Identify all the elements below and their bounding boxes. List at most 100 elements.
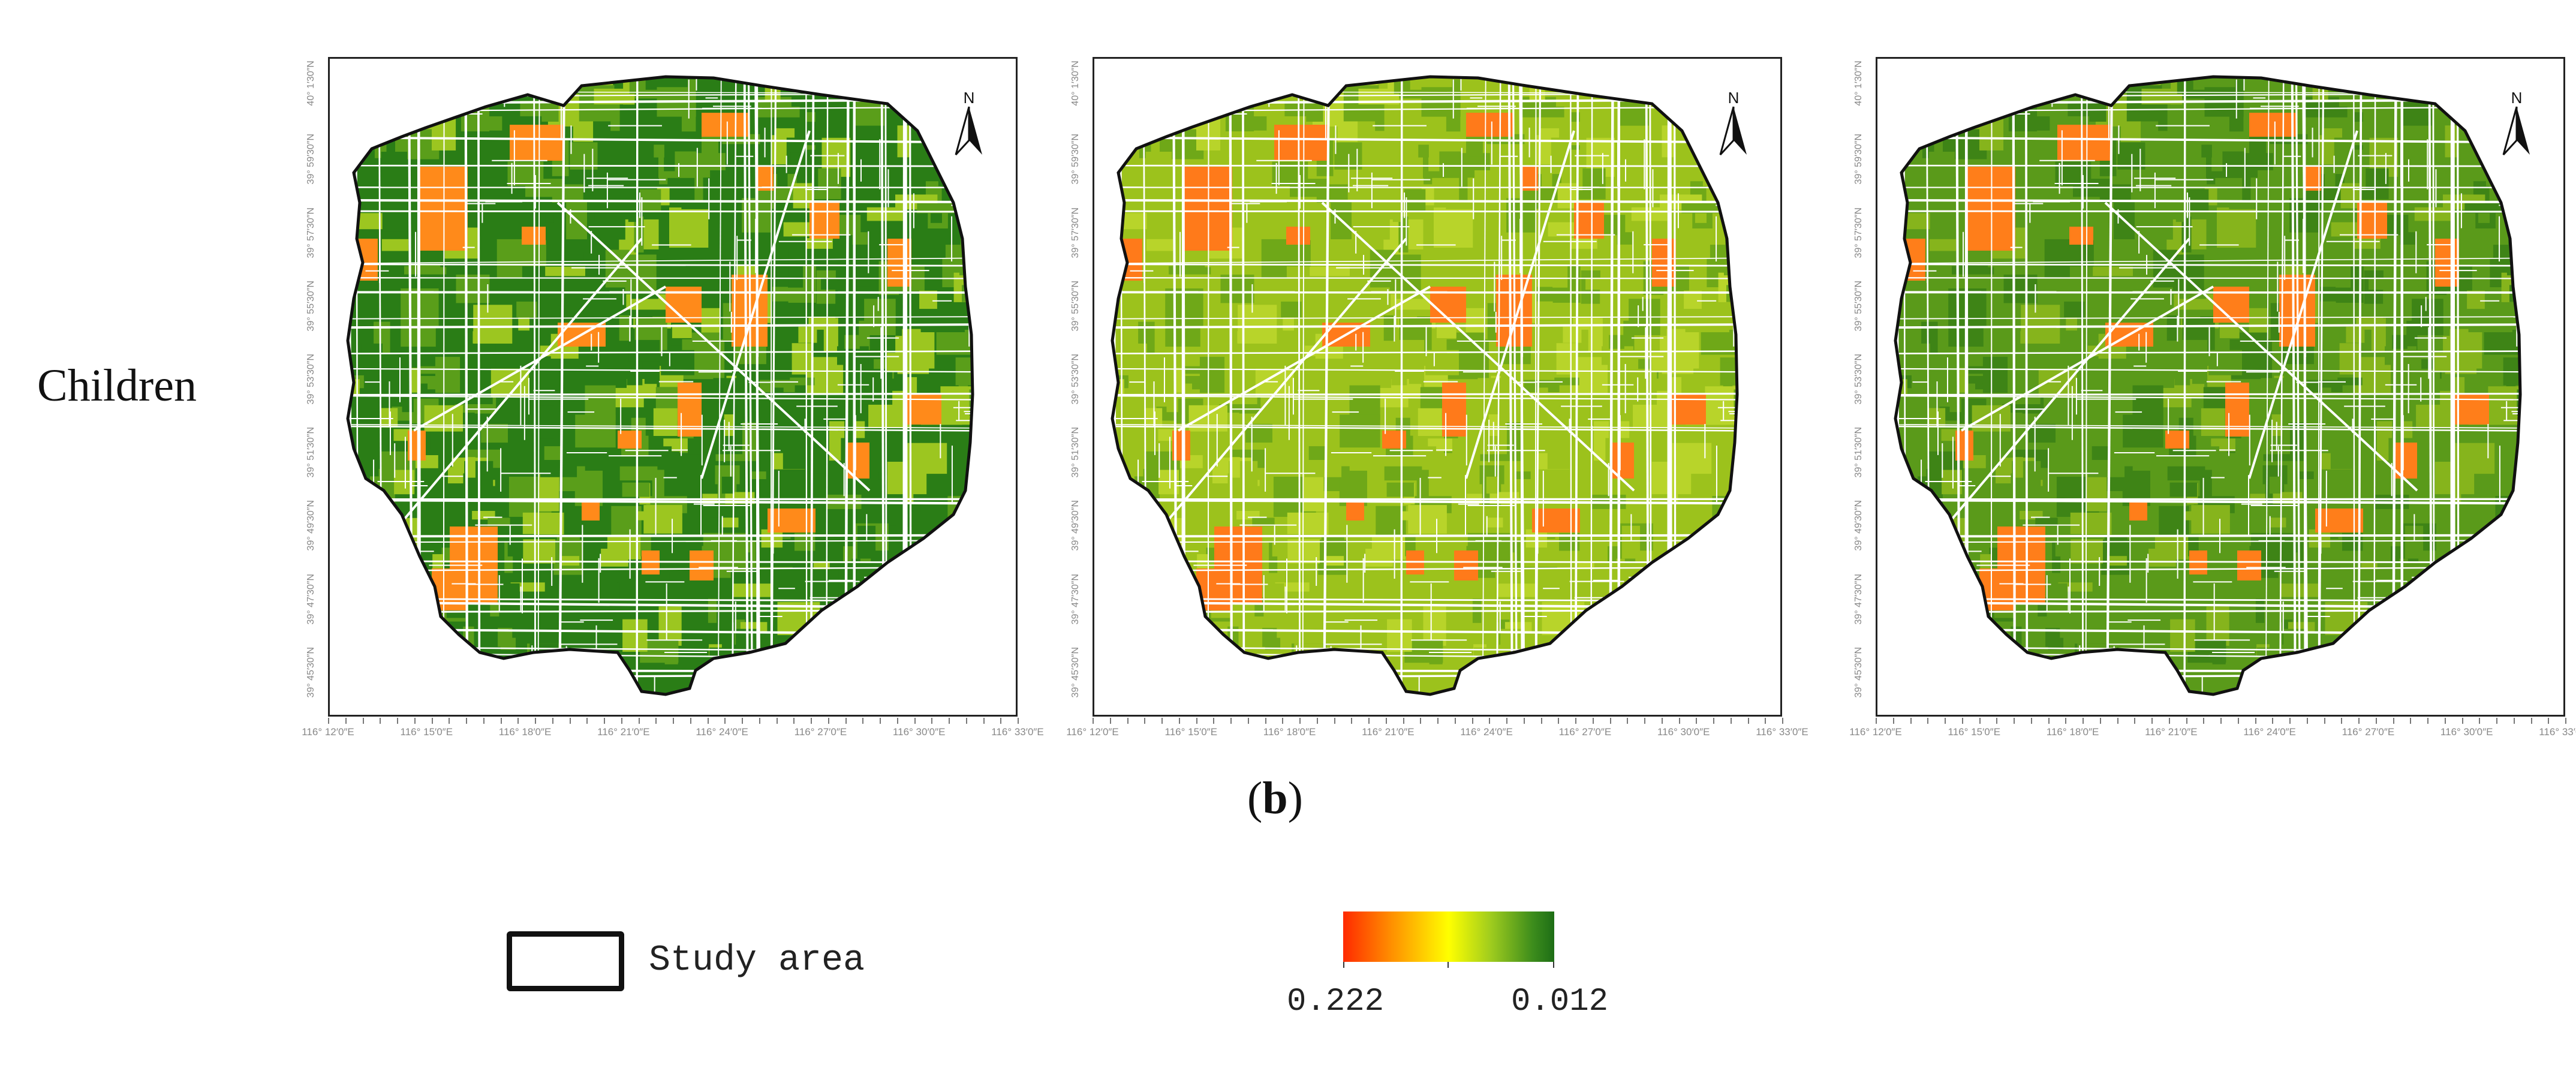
x-tick-mark [2065,718,2067,724]
x-tick-label: 116° 21′0″E [2145,726,2198,738]
land-parcel [2358,673,2387,694]
x-tick-mark [604,718,605,724]
road-line [1302,77,1305,694]
land-parcel [586,573,618,597]
road-line [1924,237,2190,552]
land-parcel [1928,152,1955,172]
road-line [1112,257,1737,264]
x-tick-mark [535,718,536,724]
land-parcel [824,700,847,717]
y-tick-label: 40° 1′30″N [1070,61,1081,106]
land-parcel [1161,683,1202,694]
road-line [1990,77,1993,694]
land-parcel [694,167,703,203]
land-parcel [678,709,707,717]
land-parcel [2014,350,2054,359]
land-parcel [456,274,490,303]
study-area-boundary [1894,75,2522,696]
land-parcel [2307,638,2349,663]
land-parcel [418,107,441,115]
x-tick-mark [1334,718,1335,724]
x-tick-mark [1282,718,1284,724]
road-line [2450,77,2454,694]
land-parcel [1732,610,1737,646]
row-label-children: Children [37,360,197,411]
land-parcel [992,612,1018,651]
land-parcel [1908,621,1940,655]
land-parcel [1418,145,1429,158]
land-parcel [653,408,678,436]
land-parcel [1584,674,1596,694]
x-tick-mark [483,718,484,724]
land-parcel [2533,112,2550,123]
land-parcel [2217,207,2256,248]
land-parcel [1923,687,1949,694]
x-tick-mark [1678,718,1680,724]
road-line [1094,61,1782,65]
land-parcel [1768,394,1782,422]
land-parcel [420,622,440,649]
y-tick-label: 39° 53′30″N [1070,354,1081,405]
land-parcel [1229,77,1268,85]
land-parcel [361,343,383,360]
land-parcel [968,287,973,296]
land-parcel [1359,207,1380,222]
x-tick-mark [2048,718,2050,724]
land-parcel [2554,154,2566,191]
road-line [1512,77,1518,694]
land-parcel [1154,603,1168,615]
land-parcel [2044,592,2059,612]
x-tick-mark [2324,718,2325,724]
land-parcel [1626,680,1640,694]
road-line [330,61,1018,65]
land-parcel [1119,715,1143,717]
y-tick-label: 39° 57′30″N [306,207,316,258]
land-parcel [467,350,506,359]
x-tick-mark [2099,718,2101,724]
land-parcel [1770,545,1782,581]
land-parcel [372,128,387,140]
land-parcel [771,135,787,164]
x-tick-mark [1316,718,1318,724]
land-parcel [2176,337,2208,362]
land-parcel [1750,112,1767,123]
land-parcel [1746,169,1772,182]
land-parcel [1982,77,2008,107]
land-parcel [988,355,1004,389]
land-parcel [381,239,409,251]
land-parcel [2369,278,2399,290]
land-parcel [1112,618,1114,644]
land-parcel [1126,483,1145,518]
x-tick-mark [2168,718,2170,724]
land-parcel [1691,568,1726,605]
land-parcel [1571,238,1597,249]
x-tick-mark [2496,718,2497,724]
study-area-legend-label: Study area [649,940,865,981]
land-parcel [733,675,764,694]
land-parcel [801,666,830,694]
x-tick-mark [449,718,450,724]
x-tick-mark [880,718,881,724]
land-parcel [2514,491,2520,518]
land-parcel [565,697,597,708]
land-parcel [1261,592,1275,612]
land-parcel [2372,715,2390,717]
land-parcel [1302,474,1324,512]
land-parcel [1578,561,1594,570]
land-parcel [2550,100,2565,122]
land-parcel [1349,448,1370,471]
land-parcel [890,627,926,656]
land-parcel [1524,638,1566,663]
road-line [2291,77,2297,694]
land-parcel [1729,604,1737,618]
road-line [1889,59,1892,717]
land-parcel [2419,664,2458,682]
land-parcel [1401,511,1419,521]
x-tick-mark [569,718,571,724]
land-parcel [2014,457,2023,478]
x-tick-label: 116° 27′0″E [1558,726,1612,738]
land-parcel [1487,303,1498,341]
land-parcel [1911,91,1930,110]
land-parcel [1310,215,1319,223]
hotspot-parcel [2237,550,2261,580]
